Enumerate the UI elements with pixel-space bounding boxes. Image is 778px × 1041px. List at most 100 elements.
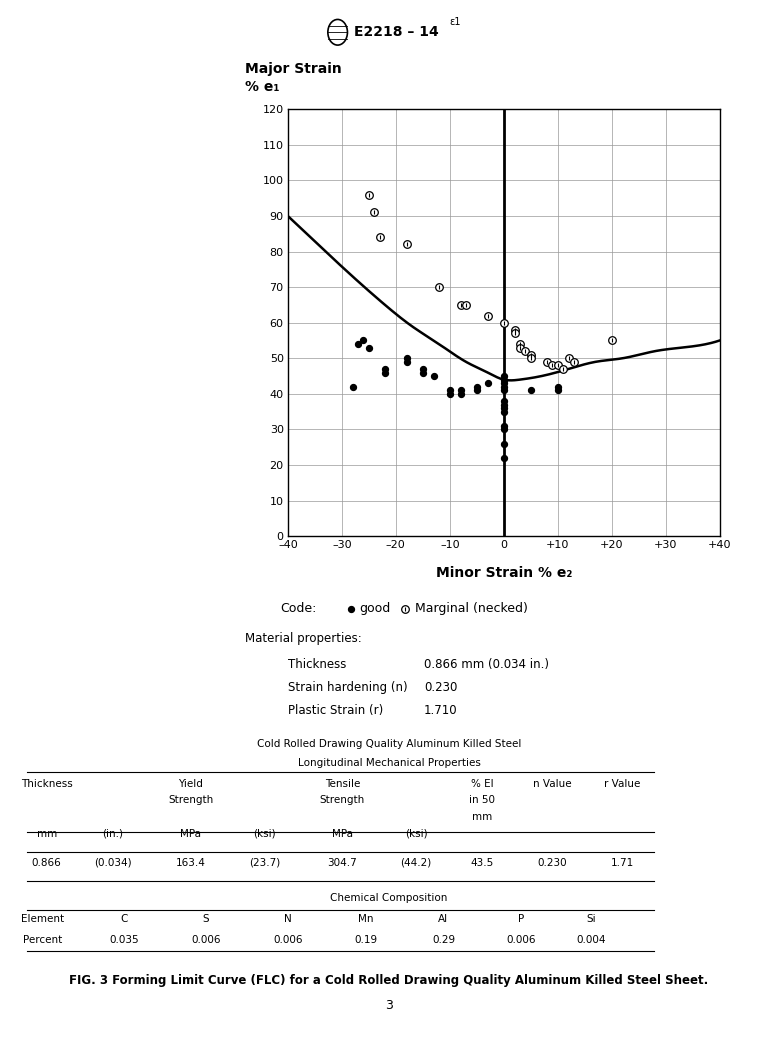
Point [471, 379, 483, 396]
Point [399, 601, 412, 617]
Text: P: P [518, 914, 524, 924]
Text: good: good [359, 603, 391, 615]
Point [416, 364, 429, 381]
Point [427, 367, 440, 384]
Point [345, 601, 357, 617]
Text: Mn: Mn [358, 914, 373, 924]
Point [460, 297, 472, 313]
Point [562, 350, 575, 366]
Point [443, 385, 456, 402]
Point [546, 357, 559, 374]
Point [460, 297, 472, 313]
Point [508, 325, 520, 341]
Text: Percent: Percent [23, 935, 62, 945]
Text: Longitudinal Mechanical Properties: Longitudinal Mechanical Properties [297, 758, 481, 768]
Point [524, 347, 537, 363]
Text: Material properties:: Material properties: [245, 632, 362, 644]
Point [363, 186, 375, 203]
Point [471, 382, 483, 399]
Text: MPa: MPa [180, 829, 201, 839]
Point [401, 236, 413, 253]
Point [498, 367, 510, 384]
Text: Marginal (necked): Marginal (necked) [415, 603, 527, 615]
Point [416, 360, 429, 377]
Point [557, 360, 569, 377]
Text: Strain hardening (n): Strain hardening (n) [288, 681, 408, 693]
Point [524, 350, 537, 366]
Point [373, 229, 386, 246]
Point [363, 186, 375, 203]
Text: Code:: Code: [280, 603, 317, 615]
Point [498, 392, 510, 409]
Point [546, 357, 559, 374]
Point [524, 382, 537, 399]
Point [498, 450, 510, 466]
Text: MPa: MPa [332, 829, 352, 839]
Point [552, 357, 564, 374]
Point [541, 354, 553, 371]
Point [562, 350, 575, 366]
Text: n Value: n Value [533, 779, 572, 789]
Point [454, 382, 467, 399]
Point [519, 342, 531, 359]
Text: Element: Element [21, 914, 65, 924]
Text: 163.4: 163.4 [176, 858, 205, 868]
Text: Cold Rolled Drawing Quality Aluminum Killed Steel: Cold Rolled Drawing Quality Aluminum Kil… [257, 739, 521, 750]
Text: 0.29: 0.29 [432, 935, 455, 945]
Point [508, 322, 520, 338]
Point [498, 397, 510, 413]
Point [508, 322, 520, 338]
Point [368, 204, 380, 221]
Point [508, 325, 520, 341]
Point [373, 229, 386, 246]
Point [605, 332, 618, 349]
Point [443, 382, 456, 399]
Point [552, 379, 564, 396]
Point [399, 601, 412, 617]
Point [482, 307, 494, 324]
Point [498, 314, 510, 331]
Text: Strength: Strength [320, 795, 365, 806]
Text: 0.19: 0.19 [354, 935, 377, 945]
Point [605, 332, 618, 349]
Point [379, 364, 391, 381]
Point [379, 360, 391, 377]
Text: 0.866: 0.866 [32, 858, 61, 868]
Point [552, 382, 564, 399]
Text: mm: mm [37, 829, 57, 839]
Point [401, 354, 413, 371]
Point [482, 375, 494, 391]
Text: 0.006: 0.006 [506, 935, 536, 945]
Text: Major Strain: Major Strain [245, 62, 342, 76]
Point [513, 335, 526, 352]
Text: (in.): (in.) [103, 829, 123, 839]
Text: 0.866 mm (0.034 in.): 0.866 mm (0.034 in.) [424, 658, 549, 670]
Text: Thickness: Thickness [288, 658, 346, 670]
Text: Chemical Composition: Chemical Composition [331, 893, 447, 904]
Point [498, 400, 510, 416]
Text: Tensile: Tensile [324, 779, 360, 789]
Point [568, 354, 580, 371]
Point [454, 385, 467, 402]
Text: % e₁: % e₁ [245, 80, 279, 94]
Text: 1.710: 1.710 [424, 704, 457, 716]
Point [513, 335, 526, 352]
Text: Si: Si [587, 914, 596, 924]
Text: 0.230: 0.230 [538, 858, 567, 868]
Text: FIG. 3 Forming Limit Curve (FLC) for a Cold Rolled Drawing Quality Aluminum Kill: FIG. 3 Forming Limit Curve (FLC) for a C… [69, 974, 709, 987]
Text: in 50: in 50 [469, 795, 496, 806]
Point [352, 335, 364, 352]
Point [363, 339, 375, 356]
Text: Al: Al [438, 914, 449, 924]
Text: 0.230: 0.230 [424, 681, 457, 693]
Text: 0.035: 0.035 [110, 935, 139, 945]
Point [524, 347, 537, 363]
Text: Yield: Yield [178, 779, 203, 789]
Point [498, 403, 510, 420]
Text: 1.71: 1.71 [611, 858, 634, 868]
Text: 0.006: 0.006 [273, 935, 303, 945]
Point [498, 375, 510, 391]
Point [498, 435, 510, 452]
Text: N: N [284, 914, 292, 924]
Point [498, 372, 510, 388]
